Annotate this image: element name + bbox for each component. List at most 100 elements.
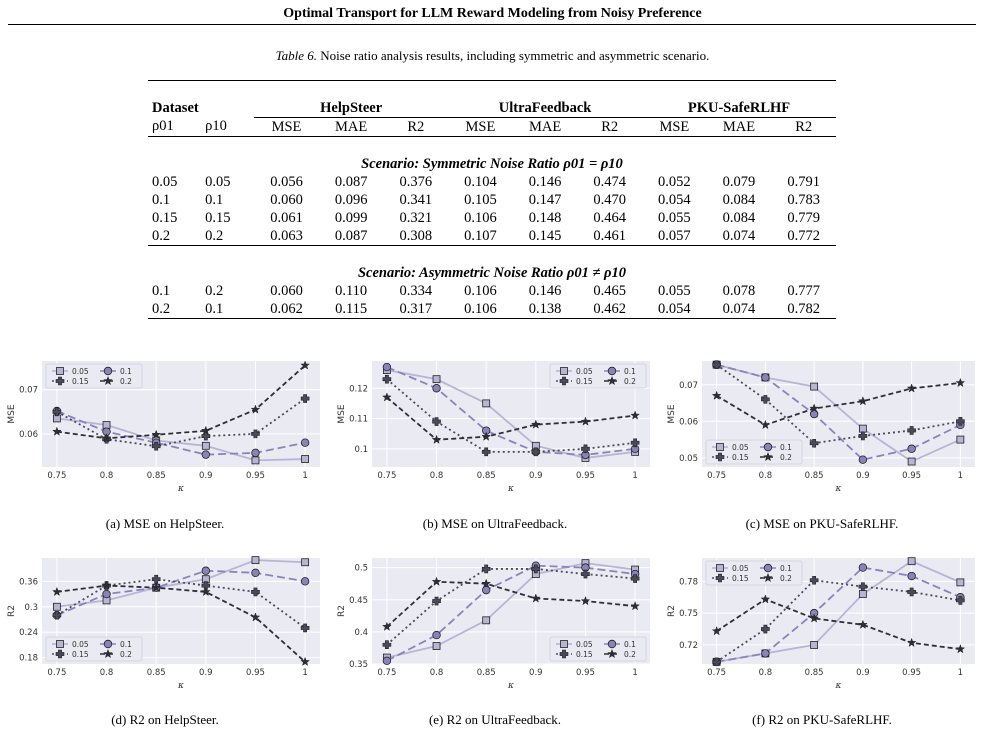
legend-marker: [607, 648, 617, 659]
y-tick-label: 0.35: [349, 660, 368, 670]
table-cell: 0.782: [787, 300, 820, 317]
data-point: [809, 409, 819, 419]
data-point: [482, 399, 491, 408]
data-point: [52, 426, 62, 436]
data-point: [101, 433, 112, 443]
data-point: [102, 589, 111, 599]
data-point: [200, 425, 211, 435]
x-tick-label: 0.75: [707, 668, 726, 678]
table-cell: 0.462: [593, 300, 627, 317]
data-point: [906, 637, 917, 647]
y-tick-label: 0.36: [19, 577, 38, 587]
x-tick-label: 0.85: [147, 471, 166, 481]
data-point: [810, 641, 819, 649]
legend-label: 0.1: [120, 367, 132, 376]
chart-r2-ultrafeedback: 0.75 0.8 0.85 0.9 0.95 1 0.35 0.4 0.45 0.5 κ R2 0.05…: [337, 558, 650, 691]
data-point: [151, 574, 161, 584]
data-point: [630, 601, 640, 611]
legend-marker: [716, 443, 724, 451]
data-point: [52, 602, 61, 611]
caption-d: (d) R2 on HelpSteer.: [111, 712, 219, 727]
legend-label: 0.2: [120, 377, 132, 386]
y-tick-label: 0.07: [679, 381, 698, 391]
data-point: [858, 431, 868, 441]
data-point: [530, 593, 541, 603]
table-cell: 0.055: [658, 282, 691, 299]
table-caption-label: Table 6.: [275, 48, 317, 63]
x-tick-label: 0.8: [100, 471, 114, 481]
data-point: [530, 419, 541, 429]
x-axis-label: κ: [177, 484, 184, 494]
table-cell: 0.772: [787, 227, 820, 244]
series-line-0.1: [716, 363, 961, 461]
x-tick-label: 0.85: [147, 668, 166, 678]
table-cell: 0.317: [399, 300, 433, 317]
x-tick-label: 0.95: [902, 668, 921, 678]
x-tick-label: 0.95: [246, 668, 265, 678]
table-cell: 0.054: [658, 300, 691, 317]
data-point: [250, 612, 261, 622]
y-tick-label: 0.72: [679, 641, 698, 651]
data-point: [858, 590, 867, 598]
y-tick-label: 0.24: [19, 628, 38, 638]
legend-marker: [559, 649, 569, 659]
legend-label: 0.05: [576, 367, 593, 376]
x-tick-label: 0.85: [477, 471, 496, 481]
y-tick-label: 0.45: [349, 596, 368, 606]
series-line-0.05: [56, 417, 306, 462]
legend-marker: [55, 376, 65, 386]
x-tick-label: 1: [302, 668, 307, 678]
metric-header: R2: [407, 118, 425, 135]
x-tick-label: 1: [632, 668, 637, 678]
data-point: [858, 563, 868, 572]
y-tick-label: 0.4: [354, 628, 368, 638]
data-point: [432, 417, 441, 426]
data-point: [431, 576, 442, 586]
series-line-0.15: [386, 568, 636, 646]
data-point: [251, 587, 260, 597]
legend-label: 0.15: [732, 574, 749, 583]
legend: 0.05 0.1 0.15 0.2: [45, 363, 143, 389]
legend-marker: [607, 375, 617, 386]
table-cell: 0.461: [593, 227, 627, 244]
legend-label: 0.1: [120, 640, 132, 649]
data-point: [712, 657, 721, 667]
dataset-ultrafeedback: UltraFeedback: [448, 99, 643, 118]
data-point: [251, 448, 260, 458]
data-point: [481, 447, 491, 457]
data-point: [956, 596, 965, 605]
data-point: [810, 382, 819, 391]
x-axis-label: κ: [507, 681, 514, 691]
legend-marker: [56, 367, 64, 375]
data-point: [251, 556, 260, 565]
legend-label: 0.2: [780, 453, 792, 462]
results-table: Dataset HelpSteer UltraFeedback PKU-Safe…: [148, 80, 836, 337]
table-cell: 0.087: [334, 227, 368, 244]
data-point: [907, 444, 916, 453]
running-title: Optimal Transport for LLM Reward Modelin…: [283, 6, 702, 21]
table-cell: 0.074: [722, 300, 756, 317]
asymmetric-row: 0.2 0.1 0.062 0.115 0.317 0.106 0.138 0.462 0.05…: [148, 300, 836, 319]
table-cell: 0.078: [722, 282, 756, 299]
data-point: [300, 623, 310, 633]
table-cell: 0.1: [152, 282, 171, 299]
data-point: [907, 587, 916, 597]
series-line-0.2: [716, 598, 961, 651]
y-tick-label: 0.5: [354, 564, 368, 574]
table-cell: 0.15: [205, 209, 231, 226]
y-axis-label: R2: [337, 605, 347, 617]
metric-header: MAE: [528, 118, 562, 135]
data-point: [760, 419, 771, 430]
data-point: [251, 456, 260, 465]
data-point: [858, 424, 867, 433]
data-point: [857, 396, 868, 406]
table-cell: 0.334: [399, 282, 433, 299]
table-cell: 0.148: [528, 209, 562, 226]
table-cell: 0.063: [270, 227, 303, 244]
table-cell: 0.2: [205, 227, 224, 244]
legend-label: 0.2: [780, 574, 792, 583]
legend-label: 0.15: [576, 377, 593, 386]
legend-label: 0.1: [780, 443, 792, 452]
